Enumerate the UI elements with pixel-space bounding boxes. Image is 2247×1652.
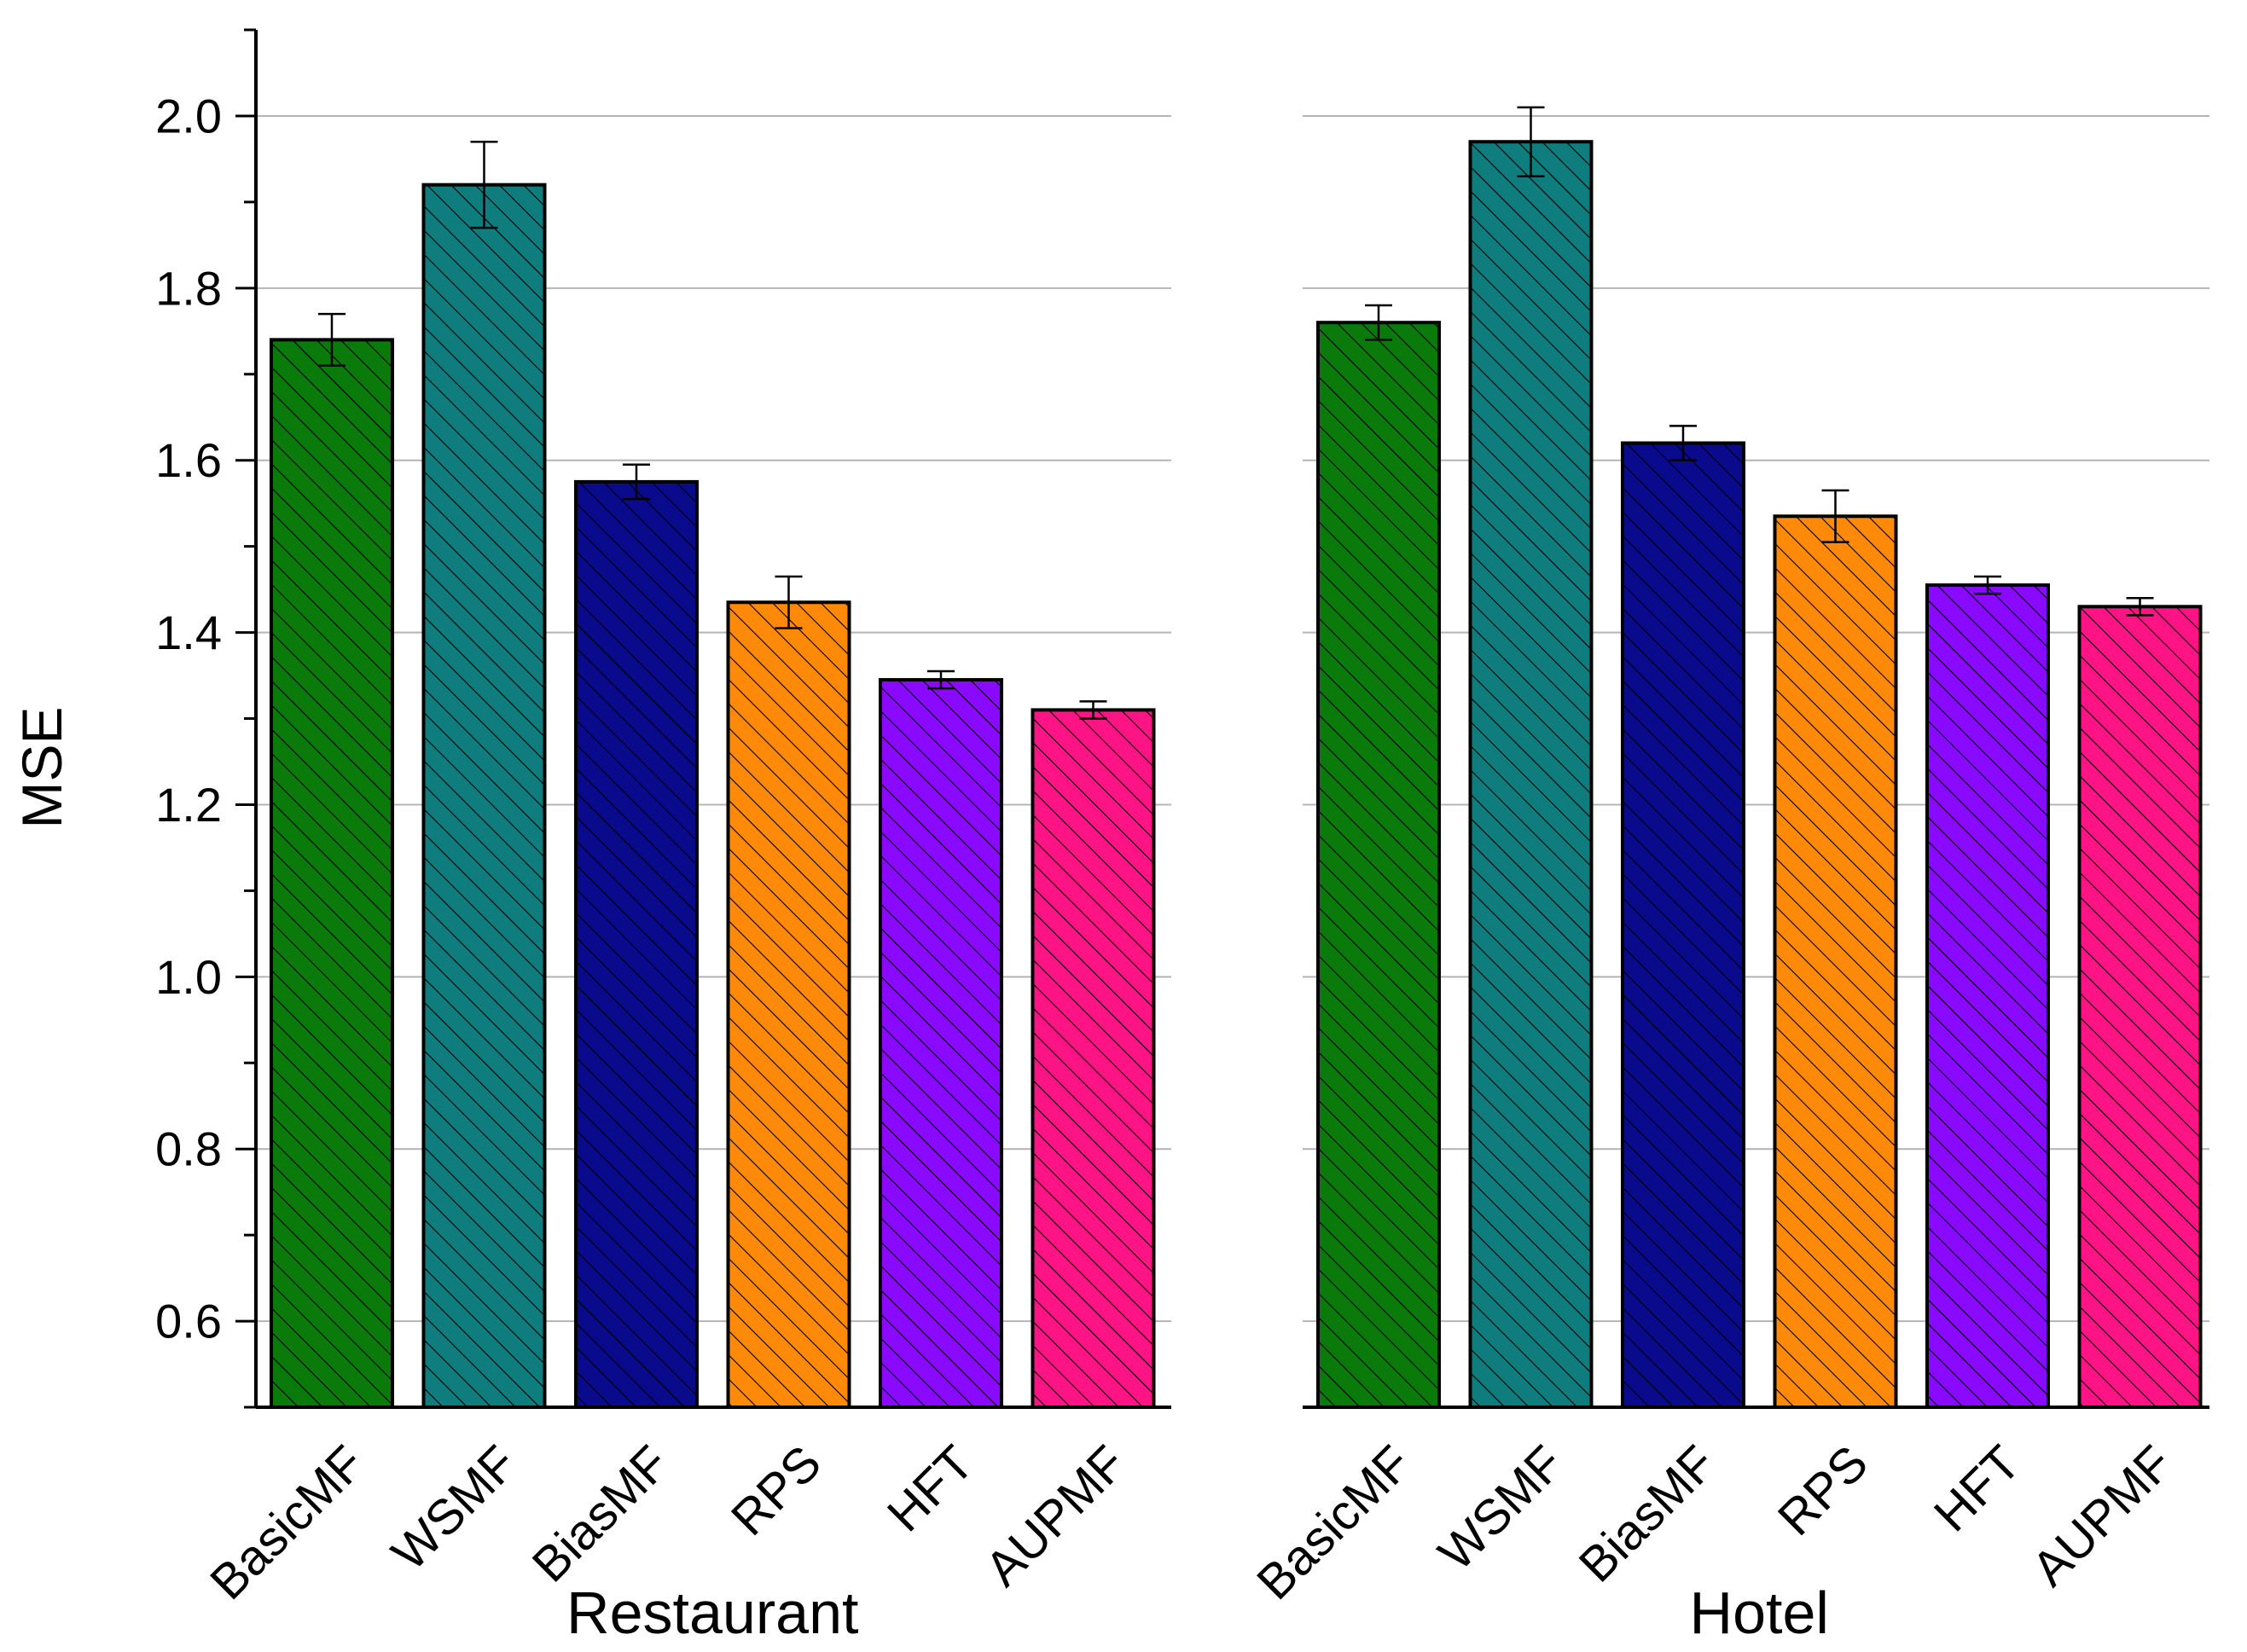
panel-1-errorbar-wsmf <box>470 140 498 229</box>
panel-2-errorbar-aupmf <box>2126 596 2154 617</box>
y-tick-label: 1.4 <box>155 606 222 659</box>
panel-1-bar-basicmf <box>270 338 394 1409</box>
panel-2-xtick-label: RPS <box>1768 1435 1878 1546</box>
y-tick-label: 1.2 <box>155 778 222 832</box>
y-axis-title: MSE <box>10 706 73 828</box>
axes <box>235 28 2209 1409</box>
panel-2-errorbar-basicmf <box>1365 304 1392 341</box>
panel-1-bar-hft <box>879 678 1003 1409</box>
panel-1-xtick-label: AUPMF <box>975 1435 1137 1597</box>
error-bars <box>318 106 2154 720</box>
panel-2-errorbar-rps <box>1821 489 1849 543</box>
panel-1-bar-biasmf <box>574 479 699 1409</box>
panel-2-bar-aupmf <box>2077 605 2203 1409</box>
y-tick-label: 1.8 <box>155 261 222 315</box>
panel-1-errorbar-aupmf <box>1079 700 1107 720</box>
panel-2-bar-rps <box>1773 514 1898 1409</box>
y-tick-label: 1.0 <box>155 950 222 1004</box>
panel-1-errorbar-basicmf <box>318 312 345 367</box>
panel-1-errorbar-biasmf <box>623 463 650 501</box>
panel-2-errorbar-hft <box>1974 575 2001 595</box>
panel-1-bar-rps <box>726 600 851 1409</box>
panel-2-bar-hft <box>1925 583 2050 1409</box>
y-tick-label: 0.8 <box>155 1122 222 1176</box>
panel-2-xtick-label: HFT <box>1924 1435 2031 1543</box>
panel-2-errorbar-wsmf <box>1517 106 1545 177</box>
panel-2-xtick-label: BiasMF <box>1569 1435 1727 1593</box>
y-tick-label: 1.6 <box>155 433 222 487</box>
panel-1-xtick-label: WSMF <box>381 1435 527 1581</box>
bars <box>270 140 2203 1409</box>
panel-2-xtick-label: WSMF <box>1428 1435 1574 1581</box>
panel-2-errorbar-biasmf <box>1669 425 1697 461</box>
panel-1-xtick-label: HFT <box>877 1435 984 1543</box>
grid-lines <box>256 114 2209 1323</box>
panel-2-xlabel: Hotel <box>1690 1580 1829 1646</box>
panel-1-errorbar-hft <box>927 669 955 690</box>
panel-1-xlabel: Restaurant <box>566 1580 858 1646</box>
y-tick-label: 0.6 <box>155 1295 222 1348</box>
panel-2-bar-basicmf <box>1316 321 1441 1409</box>
panel-1-xtick-label: BiasMF <box>522 1435 680 1593</box>
y-tick-label: 2.0 <box>155 89 222 142</box>
panel-1-xtick-label: RPS <box>721 1435 832 1546</box>
panel-1-bar-wsmf <box>421 183 547 1409</box>
panel-2-xtick-label: AUPMF <box>2022 1435 2184 1597</box>
panel-2-bar-wsmf <box>1468 140 1594 1409</box>
panel-1-bar-aupmf <box>1031 708 1156 1409</box>
panel-2-bar-biasmf <box>1621 441 1745 1409</box>
panel-1-errorbar-rps <box>775 575 803 629</box>
panel-2-xtick-label: BasicMF <box>1246 1435 1421 1610</box>
panel-1-xtick-label: BasicMF <box>200 1435 374 1610</box>
